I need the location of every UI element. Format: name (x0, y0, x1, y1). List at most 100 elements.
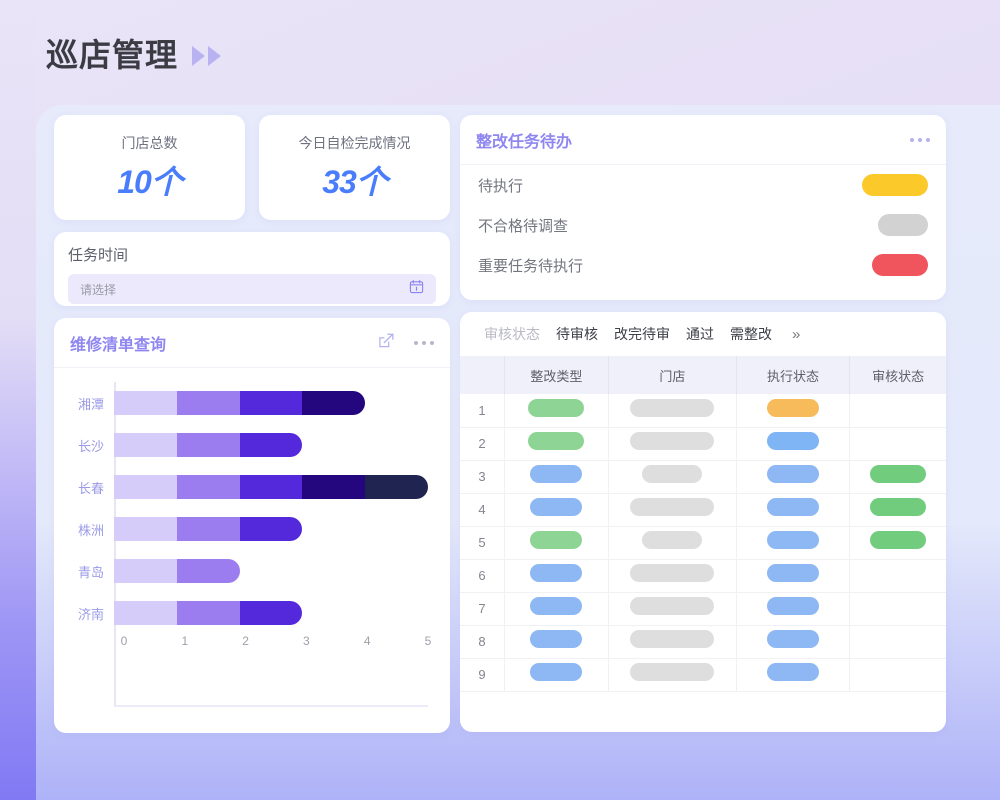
cell-status-badge (767, 465, 820, 483)
table-cell-type (504, 460, 609, 494)
table-cell-type (504, 394, 609, 428)
table-cell-audit (849, 559, 946, 593)
bar-chart: 湘潭 长沙 长春 株洲 青岛 济南 0 1 2 3 4 5 (54, 368, 450, 733)
status-badge (878, 214, 928, 236)
bar-rows: 湘潭长沙长春株洲青岛济南 (64, 382, 428, 634)
calendar-icon[interactable] (409, 279, 424, 299)
row-index: 8 (460, 625, 505, 659)
cell-status-badge (530, 630, 583, 648)
cell-status-badge (630, 630, 715, 648)
table-header-cell: 执行状态 (736, 356, 851, 394)
table-cell-type (504, 658, 609, 692)
stat-card-today-selfcheck[interactable]: 今日自检完成情况 33个 (259, 115, 450, 220)
table-header-cell: 门店 (608, 356, 737, 394)
audit-status-filter-bar: 审核状态 待审核 改完待审 通过 需整改 » (460, 312, 946, 356)
table-cell-type (504, 427, 609, 461)
todo-row[interactable]: 不合格待调查 (460, 205, 946, 245)
cell-status-badge (530, 663, 583, 681)
bar-segment (114, 517, 177, 541)
table-cell-store (608, 493, 737, 527)
table-row[interactable]: 1 (460, 394, 946, 428)
table-cell-exec (736, 559, 851, 593)
bar-category-label: 济南 (77, 606, 104, 622)
bar-category-label: 长沙 (77, 438, 104, 454)
filter-label: 审核状态 (484, 326, 540, 342)
bar-row[interactable]: 株洲 (64, 508, 428, 550)
table-cell-type (504, 625, 609, 659)
cell-status-badge (530, 531, 583, 549)
x-axis-tick: 0 (120, 634, 128, 648)
bar-row[interactable]: 湘潭 (64, 382, 428, 424)
table-header-cell: 整改类型 (504, 356, 609, 394)
bar-row[interactable]: 长春 (64, 466, 428, 508)
table-row[interactable]: 6 (460, 559, 946, 593)
bar-track (114, 424, 428, 466)
cell-status-badge (870, 531, 927, 549)
bar-category-label: 株洲 (77, 522, 104, 538)
table-cell-store (608, 460, 737, 494)
table-row[interactable]: 2 (460, 427, 946, 461)
bar-track (114, 550, 428, 592)
bar-row[interactable]: 青岛 (64, 550, 428, 592)
chart-card-header: 维修清单查询 (54, 318, 450, 368)
todo-rows: 待执行 不合格待调查 重要任务待执行 (460, 165, 946, 285)
x-axis-tick: 4 (363, 634, 371, 648)
cell-status-badge (767, 663, 820, 681)
share-export-icon[interactable] (377, 331, 396, 355)
row-index: 9 (460, 658, 505, 692)
filter-tab-2[interactable]: 通过 (686, 326, 714, 342)
bar-segment (114, 433, 177, 457)
right-column: 整改任务待办 待执行 不合格待调查 重要任务待执行 审核状态 待审核 改完待审 通过 需整… (460, 115, 946, 732)
stat-value: 33个 (322, 163, 388, 200)
repair-list-chart-card: 维修清单查询 湘潭 长沙 长春 株洲 青岛 济南 0 1 2 3 4 5 (54, 318, 450, 733)
table-row[interactable]: 4 (460, 493, 946, 527)
task-time-date-picker[interactable]: 请选择 (68, 274, 436, 304)
cell-status-badge (767, 498, 820, 516)
bar-segment (365, 475, 428, 499)
filter-tab-0[interactable]: 待审核 (556, 326, 598, 342)
cell-status-badge (528, 432, 585, 450)
table-cell-exec (736, 625, 851, 659)
bar-track (114, 382, 428, 424)
table-row[interactable]: 5 (460, 526, 946, 560)
status-badge (872, 254, 928, 276)
table-cell-audit (849, 658, 946, 692)
cell-status-badge (870, 465, 927, 483)
row-index: 7 (460, 592, 505, 626)
double-chevron-right-icon[interactable] (192, 46, 222, 66)
filter-tab-3[interactable]: 需整改 (730, 326, 772, 342)
filter-tab-1[interactable]: 改完待审 (614, 326, 670, 342)
date-picker-placeholder: 请选择 (80, 282, 117, 297)
table-header-cell: 审核状态 (849, 356, 946, 394)
bar-segment (239, 517, 303, 541)
chart-x-ticks: 0 1 2 3 4 5 (120, 634, 432, 656)
page-header: 巡店管理 (46, 30, 222, 76)
table-cell-audit (849, 592, 946, 626)
cell-status-badge (630, 498, 715, 516)
table-row[interactable]: 8 (460, 625, 946, 659)
bar-track (114, 466, 428, 508)
stat-card-total-stores[interactable]: 门店总数 10个 (54, 115, 245, 220)
table-cell-type (504, 493, 609, 527)
chart-x-axis (114, 705, 428, 707)
x-axis-tick: 5 (424, 634, 432, 648)
table-row[interactable]: 7 (460, 592, 946, 626)
status-badge (862, 174, 928, 196)
more-dots-icon[interactable] (414, 340, 434, 345)
table-row[interactable]: 9 (460, 658, 946, 692)
bar-segment (302, 391, 366, 415)
table-cell-store (608, 394, 737, 428)
cell-status-badge (767, 630, 820, 648)
bar-row[interactable]: 济南 (64, 592, 428, 634)
table-row[interactable]: 3 (460, 460, 946, 494)
rectify-todo-card: 整改任务待办 待执行 不合格待调查 重要任务待执行 (460, 115, 946, 300)
task-time-label: 任务时间 (68, 247, 129, 264)
todo-row[interactable]: 重要任务待执行 (460, 245, 946, 285)
bar-row[interactable]: 长沙 (64, 424, 428, 466)
stat-cards-row: 门店总数 10个 今日自检完成情况 33个 (54, 115, 450, 220)
todo-row[interactable]: 待执行 (460, 165, 946, 205)
more-dots-icon[interactable] (910, 137, 930, 142)
filter-overflow-icon[interactable]: » (792, 325, 801, 343)
table-cell-audit (849, 625, 946, 659)
